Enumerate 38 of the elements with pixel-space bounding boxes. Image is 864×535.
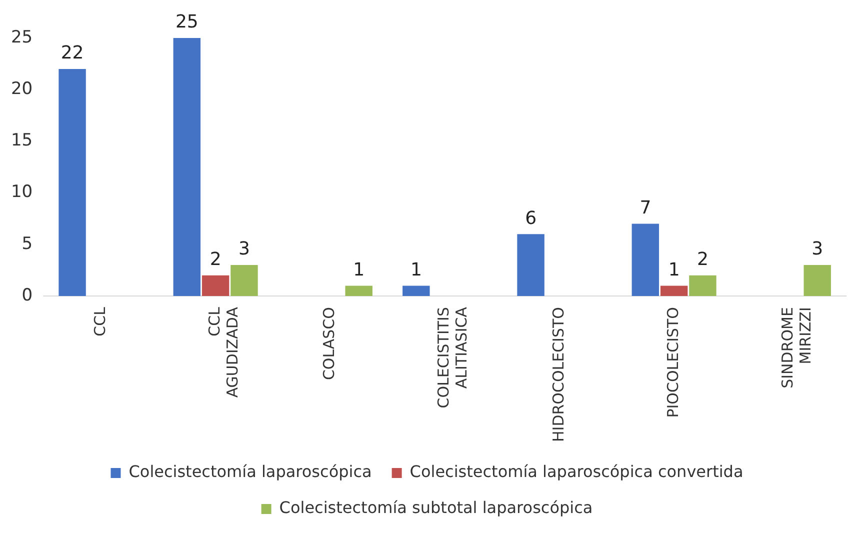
x-tick-label: CCL AGUDIZADA [205, 306, 242, 398]
data-label: 1 [410, 259, 422, 280]
data-label: 3 [238, 238, 250, 260]
bar [230, 265, 258, 296]
y-tick-label: 15 [10, 130, 33, 151]
x-tick-label: PIOCOLECISTO [664, 307, 682, 418]
bar [402, 286, 430, 296]
bar [689, 275, 716, 296]
data-label: 2 [696, 249, 708, 270]
data-label: 22 [60, 42, 84, 64]
y-tick-label: 5 [22, 234, 33, 254]
bar [202, 275, 230, 296]
bar [632, 224, 660, 296]
data-label: 3 [812, 238, 824, 260]
x-tick-label: HIDROCOLECISTO [549, 307, 568, 442]
bar [173, 38, 201, 296]
y-tick-label: 0 [22, 285, 33, 306]
x-tick-label: COLECISTITIS ALITIASICA [434, 306, 471, 408]
y-tick-label: 25 [10, 27, 33, 48]
legend-label: Colecistectomía laparoscópica convertida [410, 462, 744, 482]
data-label: 1 [353, 259, 365, 280]
legend-label: Colecistectomía laparoscópica [128, 462, 372, 482]
bar [58, 68, 86, 296]
data-label: 7 [640, 197, 652, 218]
data-label: 6 [525, 208, 537, 229]
x-tick-label: COLASCO [320, 307, 338, 380]
data-label: 1 [668, 259, 680, 280]
y-tick-label: 10 [10, 182, 33, 202]
bar [804, 265, 831, 296]
data-label: 25 [175, 12, 198, 33]
data-label: 2 [210, 249, 222, 270]
bar [517, 234, 544, 296]
legend-label: Colecistectomía subtotal laparoscópica [279, 498, 593, 518]
bar [660, 286, 688, 296]
bar [345, 286, 372, 296]
x-tick-label: CCL [90, 306, 109, 336]
y-tick-label: 20 [10, 79, 33, 100]
x-tick-label: SINDROME MIRIZZI [778, 307, 815, 388]
